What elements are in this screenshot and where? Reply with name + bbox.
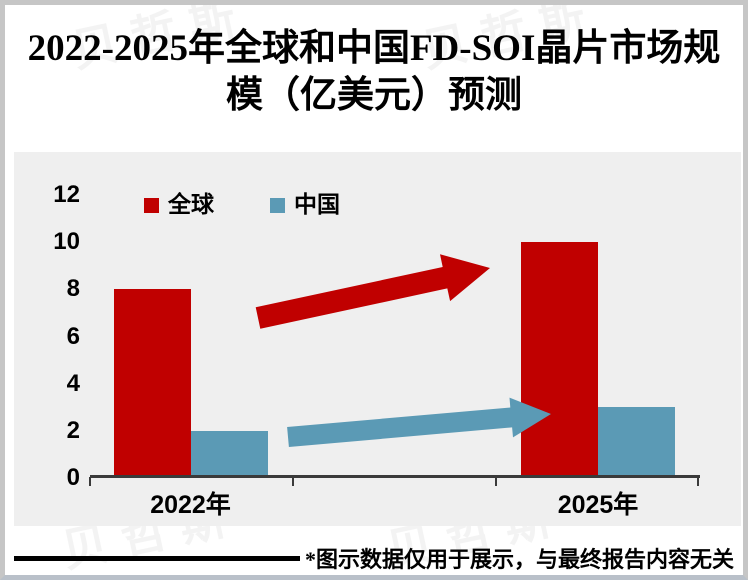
footer-disclaimer: *图示数据仅用于展示，与最终报告内容无关: [304, 547, 734, 572]
y-tick-label-2: 2: [66, 416, 80, 444]
plot-area: 全球 中国 0 2 4 6 8 10 12 2022年 2025年: [14, 152, 741, 526]
bar-china-2025年: [598, 407, 675, 478]
x-category-label-2025年: 2025年: [557, 491, 639, 519]
x-category-label-2022年: 2022年: [150, 491, 231, 519]
y-tick-label-0: 0: [66, 464, 80, 491]
x-axis-tick-1: [292, 477, 294, 486]
legend-swatch-china-icon: [270, 197, 285, 213]
chart-title: 2022-2025年全球和中国FD-SOI晶片市场规 模（亿美元）预测: [5, 25, 743, 119]
legend-item-global: 全球: [144, 192, 214, 218]
x-axis-line: [90, 475, 700, 478]
bar-china-2022年: [190, 430, 268, 478]
y-tick-label-6: 6: [66, 322, 80, 350]
y-tick-label-12: 12: [53, 181, 80, 209]
footer-divider: [14, 556, 300, 561]
legend-swatch-global-icon: [144, 197, 159, 213]
x-axis-tick-0: [89, 477, 91, 486]
bar-global-2022年: [113, 289, 191, 478]
chart-title-line2: 模（亿美元）预测: [226, 75, 522, 116]
legend: 全球 中国: [144, 192, 340, 218]
x-axis-tick-2: [495, 477, 497, 486]
legend-label-china: 中国: [294, 192, 340, 217]
legend-item-china: 中国: [270, 192, 340, 218]
chart-title-line1: 2022-2025年全球和中国FD-SOI晶片市场规: [27, 28, 721, 69]
legend-label-global: 全球: [168, 192, 214, 217]
y-tick-label-10: 10: [53, 228, 80, 256]
x-axis-tick-3: [697, 477, 699, 486]
y-tick-label-4: 4: [66, 369, 80, 397]
bar-global-2025年: [521, 242, 598, 478]
y-tick-label-8: 8: [66, 275, 80, 303]
